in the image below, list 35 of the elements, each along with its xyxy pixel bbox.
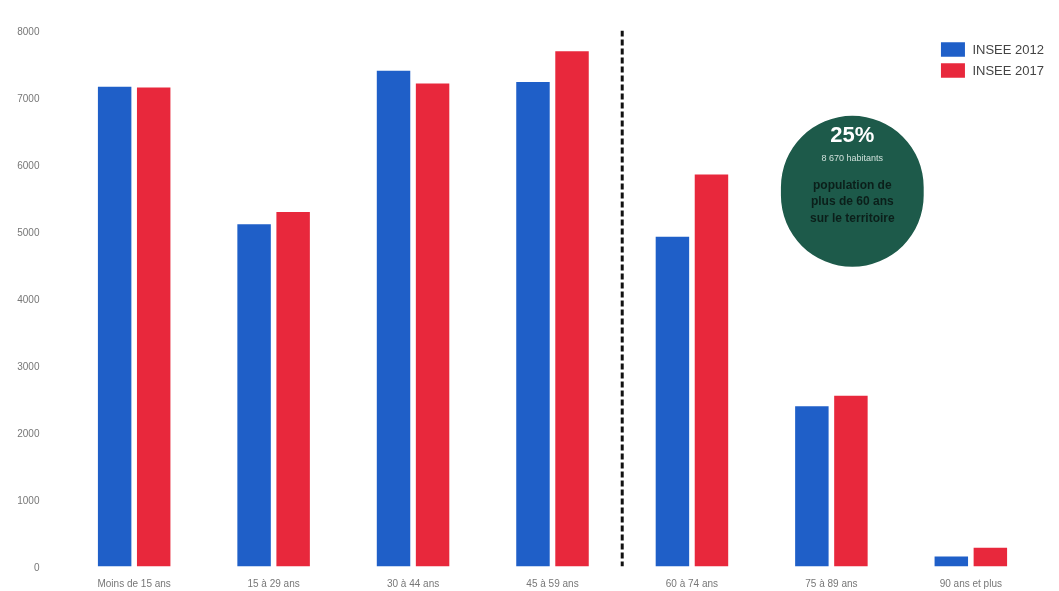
y-tick-label: 6000 bbox=[17, 159, 40, 171]
y-tick-label: 1000 bbox=[17, 494, 40, 506]
bar bbox=[97, 86, 132, 567]
annotation: 25% bbox=[830, 121, 875, 147]
x-tick-label: 15 à 29 ans bbox=[247, 577, 300, 589]
bar bbox=[415, 83, 450, 567]
bar bbox=[555, 51, 589, 567]
bar bbox=[973, 547, 1008, 567]
legend-label: INSEE 2017 bbox=[972, 62, 1044, 78]
y-tick-label: 2000 bbox=[17, 427, 40, 439]
bar bbox=[934, 556, 969, 567]
x-tick-label: Moins de 15 ans bbox=[97, 577, 171, 589]
annotation: population de plus de 60 ans sur le territoire bbox=[809, 177, 895, 226]
y-tick-label: 8000 bbox=[17, 25, 40, 37]
bar bbox=[655, 236, 690, 567]
bar bbox=[795, 406, 829, 567]
bar bbox=[694, 174, 729, 567]
x-tick-label: 30 à 44 ans bbox=[386, 577, 440, 589]
y-tick-label: 0 bbox=[33, 561, 40, 573]
y-tick-label: 5000 bbox=[17, 226, 40, 238]
bar bbox=[237, 224, 271, 567]
x-tick-label: 90 ans et plus bbox=[939, 577, 1002, 589]
legend-label: INSEE 2012 bbox=[972, 41, 1044, 57]
y-tick-label: 7000 bbox=[17, 92, 40, 104]
annotation: 8 670 habitants bbox=[821, 152, 884, 163]
bar bbox=[834, 395, 868, 567]
bar bbox=[516, 82, 550, 567]
bar bbox=[376, 70, 411, 567]
x-tick-label: 60 à 74 ans bbox=[665, 577, 719, 589]
bar bbox=[276, 212, 310, 567]
y-tick-label: 3000 bbox=[17, 360, 40, 372]
x-tick-label: 45 à 59 ans bbox=[526, 577, 579, 589]
bar bbox=[136, 87, 171, 567]
y-tick-label: 4000 bbox=[17, 293, 40, 305]
x-tick-label: 75 à 89 ans bbox=[805, 577, 858, 589]
